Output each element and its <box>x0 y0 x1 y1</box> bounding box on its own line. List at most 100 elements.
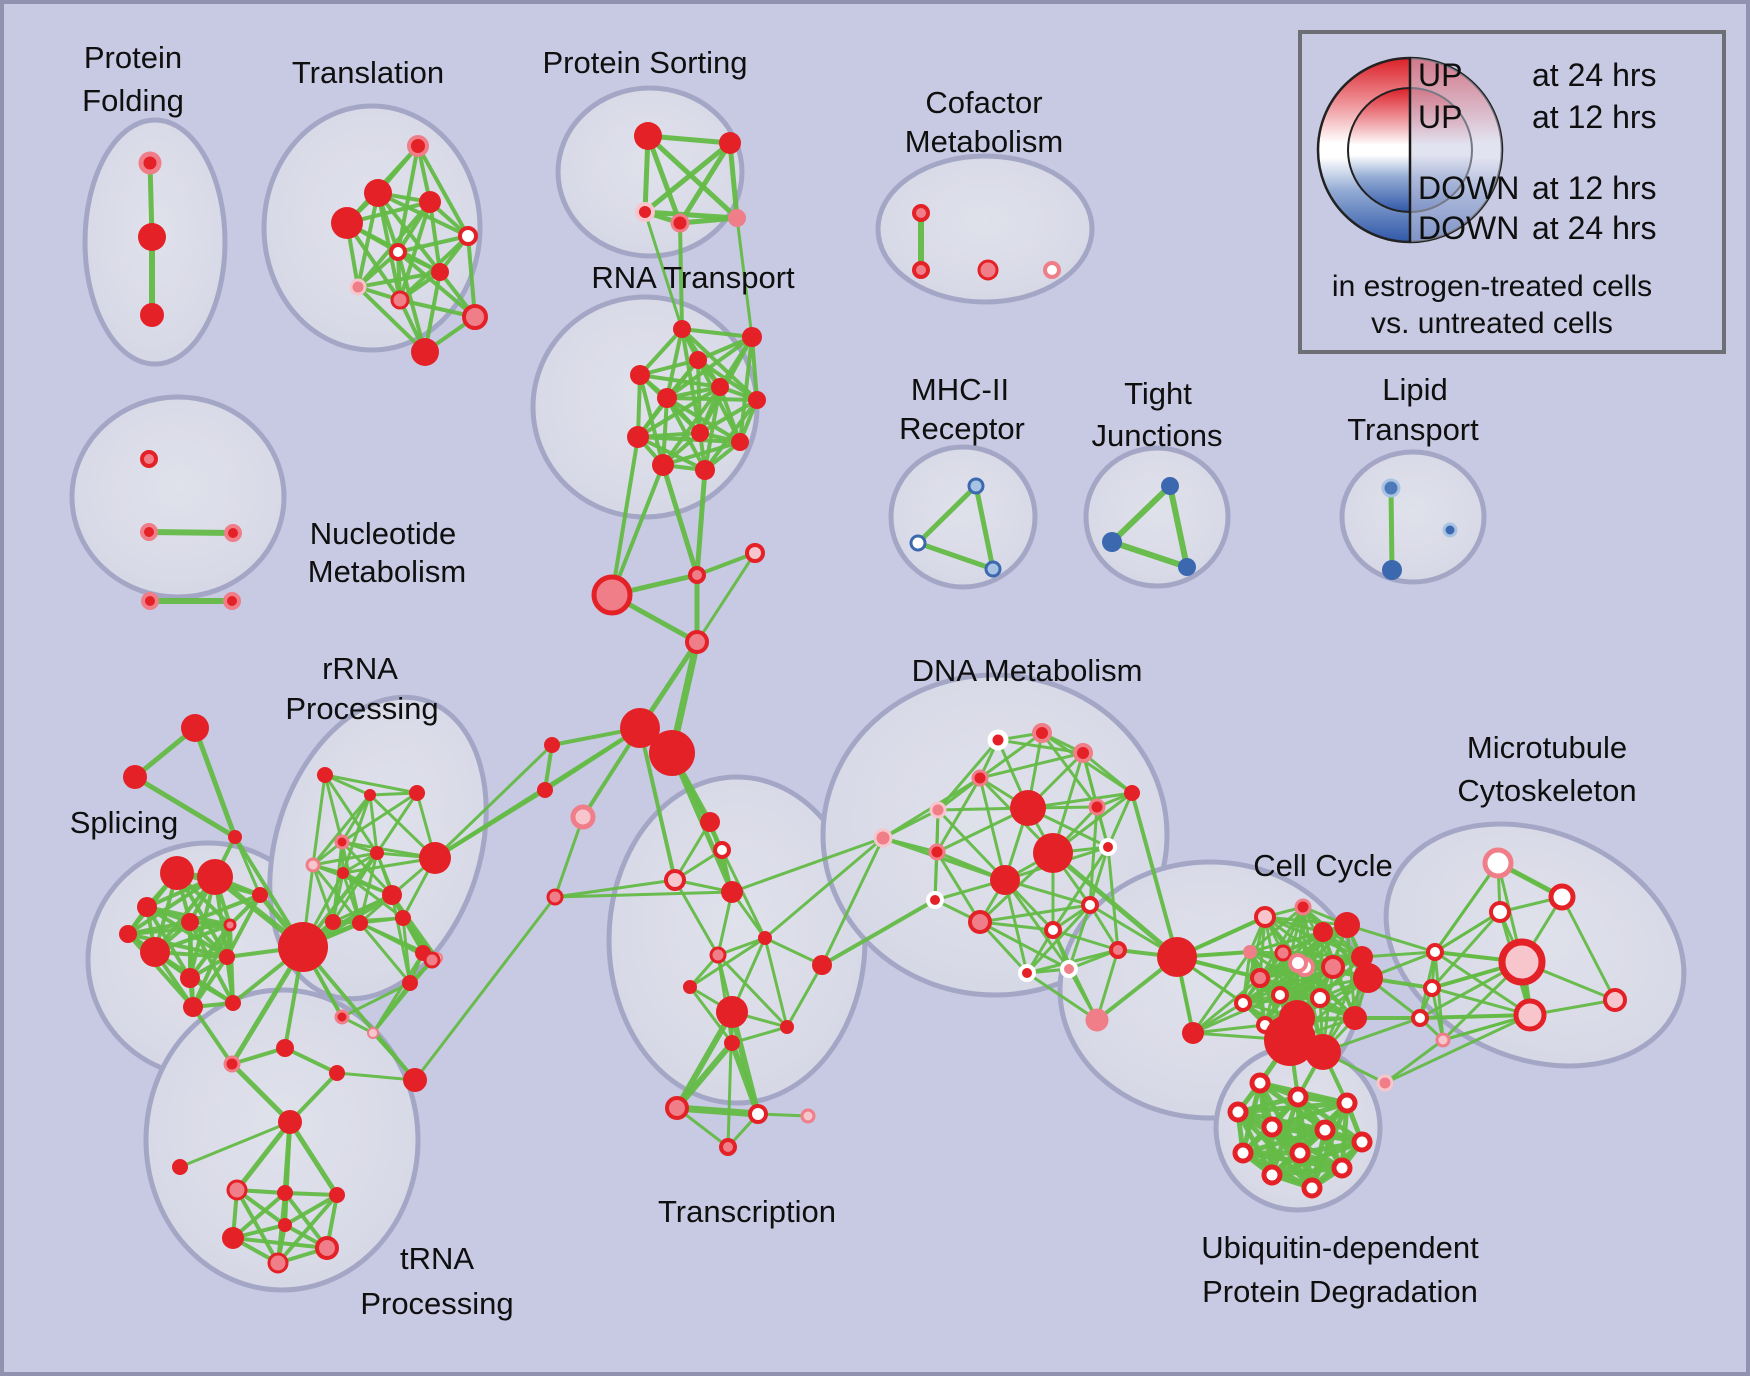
network-node-rt11 <box>652 454 674 476</box>
network-edge <box>283 1191 339 1197</box>
network-edge <box>730 836 885 894</box>
network-node-sp2 <box>197 859 233 895</box>
network-node-cc12 <box>1250 968 1270 988</box>
cluster-label: Processing <box>360 1286 513 1321</box>
network-node-rr18 <box>423 951 441 969</box>
network-node-mtw3 <box>1411 1009 1429 1027</box>
network-node-ls1 <box>544 737 560 753</box>
network-node-hub2 <box>649 730 695 776</box>
network-node-tn9 <box>222 1227 244 1249</box>
network-node-rt7 <box>748 391 766 409</box>
network-node-ps4 <box>670 213 690 233</box>
network-node-cc4 <box>1313 922 1333 942</box>
network-node-rt4 <box>630 365 650 385</box>
network-node-cc1 <box>1182 1022 1204 1044</box>
network-node-ps2 <box>719 132 741 154</box>
cluster-label: Receptor <box>899 411 1025 446</box>
cluster-mhc-ii-receptor <box>888 444 1038 590</box>
network-node-tj1 <box>1161 477 1179 495</box>
cluster-tight-junctions <box>1083 445 1231 589</box>
network-node-rr2 <box>364 789 376 801</box>
network-node-mh3 <box>984 560 1002 578</box>
network-edge <box>233 835 262 897</box>
network-edge <box>1003 878 1071 971</box>
network-node-ub12 <box>1301 1177 1323 1199</box>
network-edge <box>416 144 470 238</box>
cluster-label: MHC-II <box>911 372 1009 407</box>
network-edge <box>126 932 195 1009</box>
cluster-label: Metabolism <box>905 124 1064 159</box>
network-node-rr1 <box>317 767 333 783</box>
network-edge <box>433 726 642 860</box>
network-node-rt12 <box>695 460 715 480</box>
network-edge <box>323 773 419 795</box>
network-node-dn3 <box>1073 743 1093 763</box>
network-node-cc5 <box>1334 912 1360 938</box>
network-edge <box>311 851 379 867</box>
network-edge <box>1240 1127 1328 1156</box>
network-edge <box>677 215 740 226</box>
network-node-tx3 <box>664 869 686 891</box>
network-node-rt8 <box>627 426 649 448</box>
network-edge <box>466 234 477 319</box>
network-node-cf4 <box>1043 261 1061 279</box>
network-node-dn11 <box>1099 838 1117 856</box>
network-node-tx7 <box>709 946 727 964</box>
network-node-tn12 <box>278 1218 292 1232</box>
network-node-rr12 <box>395 910 411 926</box>
network-node-tj2 <box>1102 532 1122 552</box>
network-node-tn6 <box>226 1179 248 1201</box>
network-edge <box>915 540 996 572</box>
network-node-rr19 <box>403 1068 427 1092</box>
network-node-cc13 <box>1271 986 1289 1004</box>
network-node-tr5 <box>389 243 407 261</box>
network-node-ub6 <box>1314 1119 1336 1141</box>
network-node-cc20 <box>1310 988 1330 1008</box>
network-node-mtw2 <box>1423 979 1441 997</box>
network-edge <box>703 398 759 472</box>
network-node-pf3 <box>140 303 164 327</box>
network-node-rt1 <box>673 320 691 338</box>
network-edge <box>978 731 1044 780</box>
network-edge <box>323 773 379 855</box>
network-edge <box>301 945 417 1082</box>
network-edge <box>331 871 345 924</box>
network-node-sp11 <box>225 995 241 1011</box>
network-node-dn5 <box>929 801 947 819</box>
network-edge <box>356 270 442 289</box>
network-edge <box>688 936 767 989</box>
network-node-rr11 <box>352 915 368 931</box>
network-edge <box>680 327 754 339</box>
network-edge <box>665 327 684 400</box>
network-edge <box>1167 483 1190 570</box>
network-edge <box>735 216 754 339</box>
network-node-ub8 <box>1232 1142 1254 1164</box>
network-node-tg3 <box>228 830 242 844</box>
network-node-dn17 <box>1109 941 1127 959</box>
network-edge <box>553 878 677 899</box>
network-node-dn9 <box>990 865 1020 895</box>
network-edge <box>356 191 380 289</box>
cluster-label: Tight <box>1124 376 1192 411</box>
network-edge <box>638 726 677 882</box>
legend-direction-label-2: DOWN <box>1418 170 1519 206</box>
network-node-tn7 <box>277 1185 293 1201</box>
network-node-dn2 <box>1032 723 1052 743</box>
network-edge <box>729 1040 761 1117</box>
network-node-tj3 <box>1178 558 1196 576</box>
network-edge <box>1418 1013 1532 1020</box>
network-edge <box>358 921 412 985</box>
network-node-tx11 <box>780 1020 794 1034</box>
cluster-label: Lipid <box>1382 372 1448 407</box>
network-edge <box>1433 910 1502 954</box>
network-node-rr3 <box>409 785 425 801</box>
legend-fade-overlay <box>1410 58 1502 242</box>
network-edge <box>1235 1100 1350 1115</box>
network-node-cc9 <box>1321 955 1345 979</box>
network-node-rt5 <box>711 378 729 396</box>
network-edge <box>231 1191 287 1240</box>
network-edge <box>340 981 412 1019</box>
network-node-tx14 <box>748 1104 768 1124</box>
network-node-rr6 <box>370 846 384 860</box>
network-edge <box>674 1040 735 1111</box>
